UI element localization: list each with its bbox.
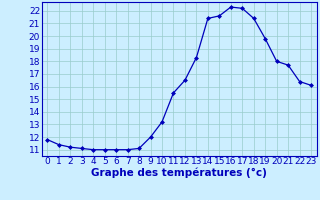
X-axis label: Graphe des températures (°c): Graphe des températures (°c): [91, 168, 267, 178]
